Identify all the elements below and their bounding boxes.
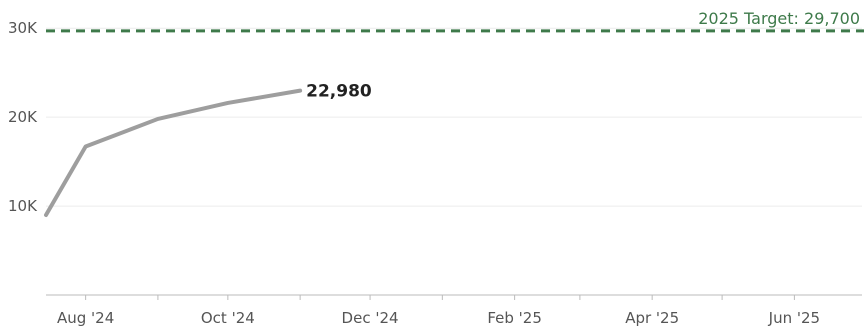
y-axis: 10K 20K 30K xyxy=(8,19,38,215)
y-tick-label: 20K xyxy=(8,108,38,126)
x-tick-label: Dec '24 xyxy=(342,309,399,327)
x-axis: Aug '24 Oct '24 Dec '24 Feb '25 Apr '25 Jun '… xyxy=(46,294,862,327)
grid-lines xyxy=(46,27,862,207)
y-tick-label: 30K xyxy=(8,19,38,37)
x-tick-label: Apr '25 xyxy=(625,309,679,327)
target-label: 2025 Target: 29,700 xyxy=(698,9,860,28)
series-line xyxy=(44,88,303,217)
target-reference: 2025 Target: 29,700 xyxy=(46,9,864,33)
x-tick-label: Feb '25 xyxy=(487,309,542,327)
series-group xyxy=(44,88,303,217)
x-tick-label: Jun '25 xyxy=(768,309,820,327)
x-tick-label: Aug '24 xyxy=(57,309,114,327)
x-tick-label: Oct '24 xyxy=(201,309,255,327)
end-value-label: 22,980 xyxy=(306,82,372,102)
y-tick-label: 10K xyxy=(8,197,38,215)
